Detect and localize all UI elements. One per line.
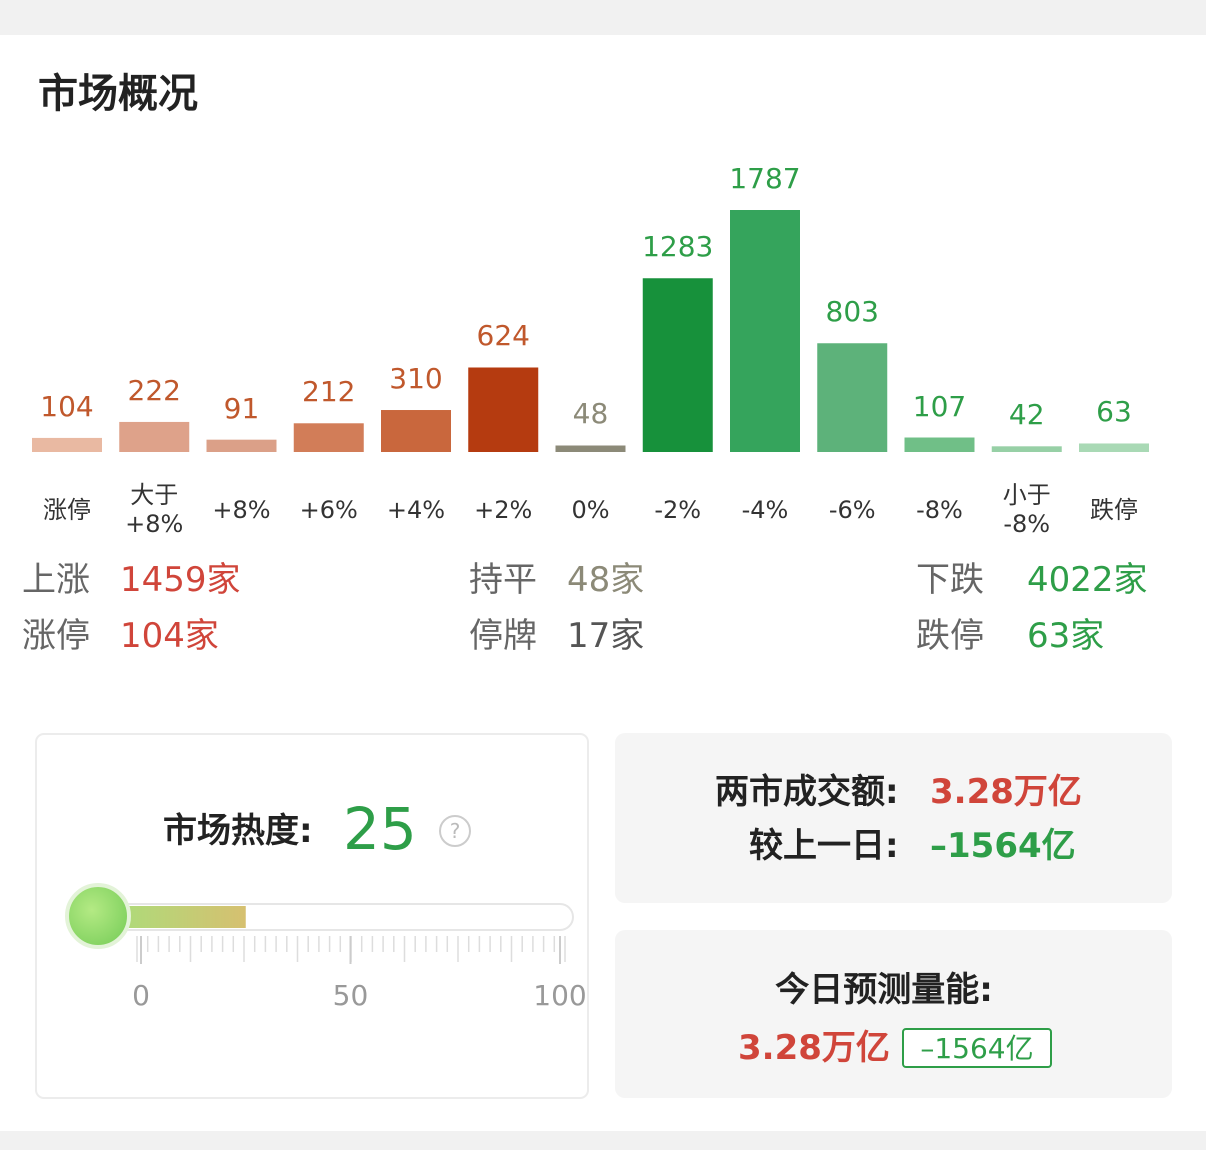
category-label: 跌停 <box>1090 495 1138 524</box>
forecast-label: 今日预测量能: <box>775 970 993 1010</box>
category-label: +4% <box>386 495 446 524</box>
bottom-strip <box>0 1131 1206 1150</box>
stat-label: 持平 <box>469 560 537 600</box>
gauge-fill <box>97 906 246 928</box>
forecast-card <box>615 930 1172 1098</box>
stat-label: 上涨 <box>22 560 90 600</box>
bar <box>642 278 713 452</box>
stat-label: 涨停 <box>22 616 90 656</box>
category-label: +2% <box>474 495 533 524</box>
heat-value: 25 <box>343 795 417 863</box>
stat-value: 104家 <box>120 616 219 656</box>
help-icon[interactable] <box>439 815 471 847</box>
bar <box>468 367 539 452</box>
stat-value: 1459家 <box>120 560 241 600</box>
bar <box>119 421 190 452</box>
turnover-value: 3.28万亿 <box>930 772 1082 812</box>
turnover-card <box>615 733 1172 903</box>
bar-value-label: 222 <box>127 373 181 407</box>
category-label: -2% <box>654 495 702 524</box>
bar <box>1079 443 1149 452</box>
stat-value: 48家 <box>567 560 645 600</box>
bar-value-label: 624 <box>476 319 530 353</box>
gauge-tick-label: 0 <box>132 979 150 1012</box>
bar-value-label: 803 <box>825 295 879 329</box>
stat-value: 17家 <box>567 616 645 656</box>
bar <box>730 210 800 452</box>
forecast-change: –1564亿 <box>920 1032 1034 1065</box>
category-label: +8% <box>212 495 271 524</box>
bar <box>381 410 451 452</box>
bar-value-label: 104 <box>40 389 94 423</box>
category-label: 大于 +8% <box>125 481 184 538</box>
forecast-value: 3.28万亿 <box>738 1028 890 1068</box>
bar <box>293 423 364 452</box>
top-strip <box>0 0 1206 35</box>
bar <box>991 446 1062 452</box>
stat-value: 63家 <box>1027 616 1105 656</box>
gauge-knob <box>65 883 131 949</box>
gauge-tick-label: 50 <box>332 979 369 1012</box>
category-label: 小于 -8% <box>1002 481 1051 538</box>
change-value: –1564亿 <box>930 826 1076 866</box>
change-badge <box>902 1028 1052 1068</box>
bar <box>555 445 626 452</box>
bar-value-label: 212 <box>302 375 356 409</box>
bar-value-label: 310 <box>389 362 443 396</box>
bar-value-label: 1283 <box>642 230 714 264</box>
help-text[interactable]: ? <box>449 819 461 843</box>
category-label: 0% <box>571 495 610 524</box>
stat-label: 下跌 <box>916 560 984 600</box>
stat-label: 停牌 <box>469 616 537 656</box>
category-label: +6% <box>299 495 358 524</box>
category-label: 涨停 <box>43 495 91 524</box>
page-title: 市场概况 <box>38 71 198 117</box>
bar-value-label: 42 <box>1008 398 1045 432</box>
bar-value-label: 91 <box>223 391 260 425</box>
bar <box>817 343 888 452</box>
category-label: -8% <box>916 495 963 524</box>
gauge-tick-label: 100 <box>533 979 587 1012</box>
bar <box>32 437 102 452</box>
heat-label: 市场热度: <box>163 811 313 851</box>
bar-value-label: 63 <box>1096 395 1132 429</box>
bar-value-label: 1787 <box>729 162 801 195</box>
stat-value: 4022家 <box>1027 560 1148 600</box>
change-label: 较上一日: <box>749 826 899 866</box>
category-label: -4% <box>741 495 789 524</box>
turnover-label: 两市成交额: <box>715 772 899 812</box>
bar <box>206 439 277 452</box>
bar <box>904 437 975 452</box>
bar-value-label: 48 <box>572 397 609 431</box>
bar-value-label: 107 <box>912 389 967 423</box>
stat-label: 跌停 <box>916 616 984 656</box>
category-label: -6% <box>828 495 876 524</box>
